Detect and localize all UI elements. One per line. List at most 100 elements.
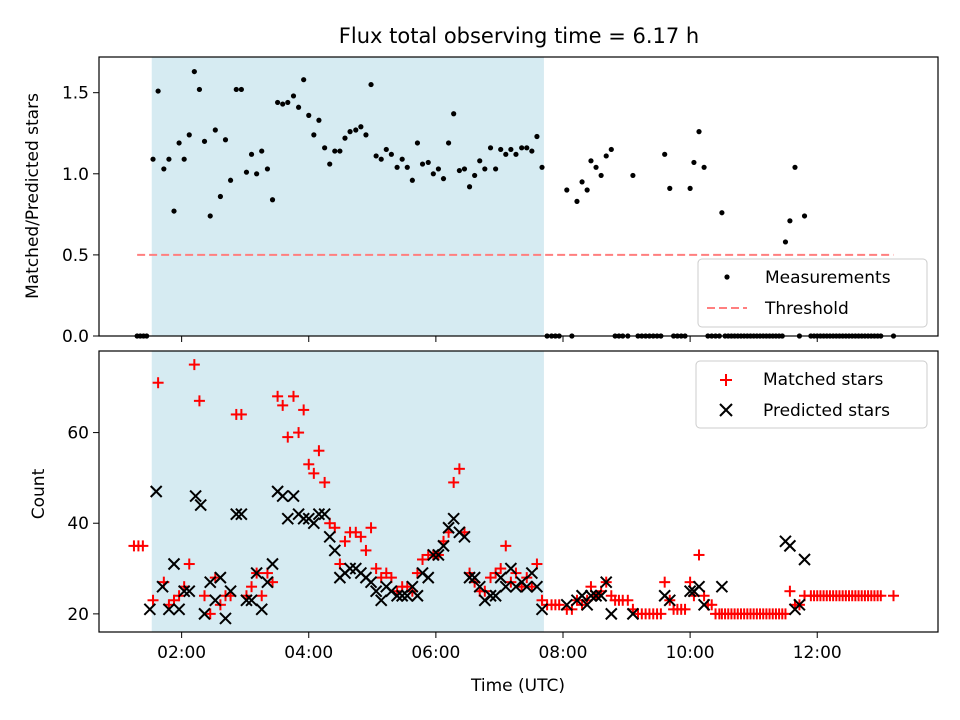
- ratio-axes-frame: [98, 56, 939, 337]
- count-y-tick-label: 60: [67, 424, 89, 444]
- count-y-axis-label: Count: [29, 468, 49, 519]
- measurement-point: [399, 156, 405, 162]
- matched-star-point: [448, 476, 460, 488]
- matched-star-point: [495, 563, 507, 575]
- predicted-star-point: [230, 507, 243, 521]
- predicted-star-point: [442, 521, 455, 534]
- predicted-star-point: [183, 585, 196, 598]
- predicted-star-point: [172, 603, 186, 616]
- matched-star-point: [137, 540, 149, 552]
- predicted-star-point: [575, 589, 589, 602]
- predicted-star-point: [715, 580, 729, 593]
- measurement-point: [667, 185, 673, 191]
- measurement-point: [456, 167, 462, 174]
- measurement-point: [466, 184, 473, 190]
- matched-star-point: [152, 377, 164, 389]
- measurement-point: [529, 148, 535, 154]
- measurement-point: [290, 93, 297, 99]
- measurement-point: [196, 86, 203, 93]
- predicted-star-point: [255, 603, 268, 616]
- predicted-star-point: [535, 603, 549, 616]
- matched-star-point: [706, 599, 718, 611]
- count-axes-frame: [98, 350, 939, 633]
- predicted-star-point: [219, 612, 232, 625]
- measurement-point: [368, 81, 374, 88]
- predicted-star-point: [584, 589, 598, 602]
- predicted-star-point: [494, 571, 507, 584]
- measurement-point: [332, 148, 338, 154]
- predicted-star-point: [458, 530, 471, 544]
- count-y-tick-label: 20: [67, 605, 89, 625]
- predicted-star-point: [600, 575, 613, 589]
- predicted-star-point: [798, 553, 811, 566]
- ratio-y-tick-label: 1.0: [62, 165, 89, 185]
- predicted-star-point: [473, 580, 486, 593]
- measurement-point: [150, 156, 156, 162]
- measurement-point: [564, 187, 570, 193]
- predicted-star-point: [390, 589, 404, 602]
- measurement-point: [598, 172, 604, 179]
- measurement-point: [487, 145, 494, 151]
- measurement-point: [425, 159, 431, 166]
- measurement-point: [269, 197, 276, 203]
- matched-star-point: [272, 390, 284, 402]
- predicted-star-point: [156, 580, 169, 593]
- ratio-panel: 0.0 0.5 1.0 1.5 Matched/Predicted stars: [23, 56, 939, 347]
- predicted-star-point: [250, 566, 263, 580]
- predicted-star-point: [793, 598, 806, 612]
- measurement-point: [524, 145, 530, 151]
- predicted-star-point: [525, 566, 539, 580]
- matched-star-point: [267, 576, 279, 588]
- matched-star-point: [204, 608, 216, 620]
- legend-measurements-marker: [724, 274, 730, 280]
- measurement-point: [227, 177, 234, 183]
- measurement-point: [217, 193, 224, 200]
- predicted-star-point: [343, 562, 357, 575]
- predicted-star-point: [323, 530, 336, 544]
- measurement-point: [687, 185, 693, 191]
- measurement-point: [792, 164, 798, 170]
- measurement-point: [248, 151, 255, 157]
- matched-star-point: [147, 594, 159, 606]
- predicted-star-point: [427, 548, 440, 562]
- predicted-star-point: [189, 489, 202, 503]
- predicted-star-point: [149, 485, 163, 498]
- predicted-star-point: [520, 580, 533, 593]
- matched-star-point: [199, 590, 211, 602]
- measurement-point: [337, 148, 343, 154]
- matched-star-point: [622, 594, 634, 606]
- matched-star-point: [339, 535, 351, 547]
- measurement-point: [306, 112, 312, 118]
- matched-star-point: [183, 558, 195, 570]
- matched-star-point: [246, 581, 258, 593]
- measurement-point: [493, 166, 499, 172]
- measurement-point: [513, 151, 519, 157]
- measurement-point: [534, 133, 540, 140]
- matched-star-point: [235, 408, 247, 420]
- predicted-star-point: [432, 548, 445, 562]
- predicted-star-point: [245, 594, 258, 607]
- measurement-point: [347, 129, 353, 135]
- measurement-point: [311, 132, 317, 138]
- measurement-point: [472, 172, 478, 179]
- predicted-star-point: [204, 575, 217, 589]
- predicted-star-point: [194, 498, 207, 512]
- matched-star-point: [293, 427, 305, 439]
- x-tick-label: 08:00: [538, 643, 587, 663]
- measurement-point: [593, 164, 599, 170]
- matched-star-point: [888, 590, 900, 602]
- matched-star-point: [693, 549, 705, 561]
- matched-star-point: [193, 395, 205, 407]
- measurement-point: [419, 161, 426, 167]
- matched-star-point: [298, 404, 310, 416]
- measurement-point: [477, 158, 483, 164]
- measurement-point: [579, 179, 585, 185]
- measurement-point: [171, 208, 177, 214]
- measurement-point: [264, 166, 271, 172]
- measurement-point: [186, 132, 192, 138]
- matched-star-point: [370, 563, 382, 575]
- measurement-point: [482, 166, 488, 172]
- measurement-point: [801, 213, 808, 219]
- predicted-star-point: [224, 585, 237, 598]
- matched-star-point: [875, 590, 887, 602]
